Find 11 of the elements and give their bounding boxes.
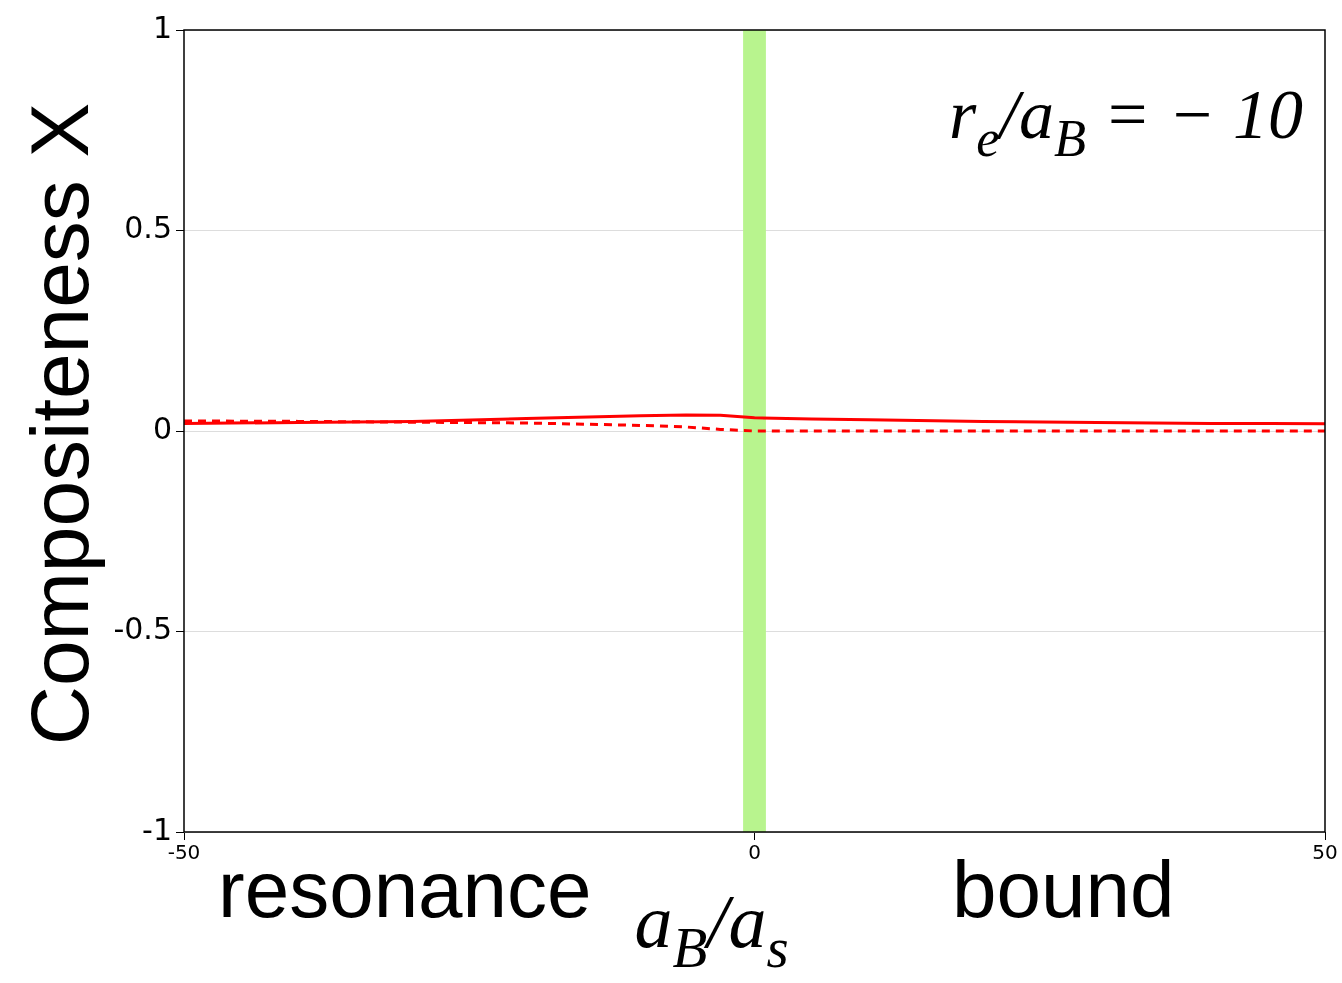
- y-tick-label: 0.5: [124, 210, 172, 246]
- y-tick-label: 1: [152, 9, 172, 45]
- text: bound: [952, 845, 1175, 934]
- annotation: r$_{e}$/a$_{B}$ = − 10: [948, 76, 1303, 168]
- x-tick-label: 50: [1312, 840, 1338, 865]
- y-tick-label: -0.5: [113, 611, 172, 647]
- text: resonance: [218, 845, 592, 934]
- y-axis-title: Compositeness X: [14, 101, 105, 748]
- y-tick-label: 0: [152, 410, 172, 446]
- x-axis-title: a$_{B}$/a$_{s}$: [634, 879, 789, 980]
- x-tick-label: 0: [748, 840, 761, 865]
